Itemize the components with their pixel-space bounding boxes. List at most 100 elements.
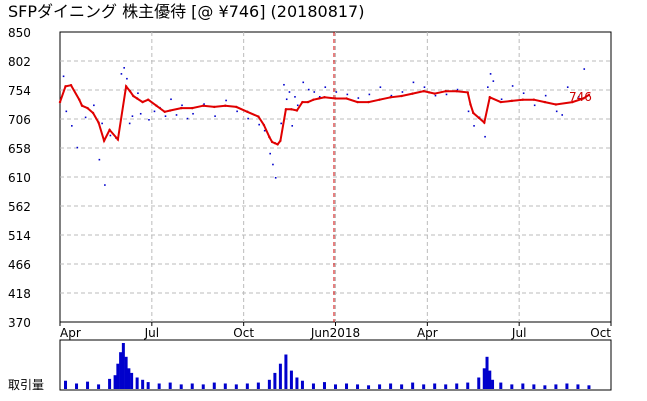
price-point bbox=[472, 111, 475, 115]
price-point bbox=[389, 96, 392, 99]
volume-bar bbox=[345, 383, 349, 389]
price-point bbox=[378, 98, 381, 101]
trade-dot bbox=[109, 134, 112, 137]
trade-dot bbox=[214, 115, 216, 117]
trade-dot bbox=[274, 177, 277, 179]
trade-dot bbox=[71, 125, 73, 127]
volume-bar bbox=[86, 381, 90, 389]
volume-bar bbox=[141, 379, 145, 389]
price-line bbox=[59, 84, 590, 146]
price-point bbox=[444, 90, 447, 93]
y-tick-label: 754 bbox=[8, 84, 31, 98]
volume-bar bbox=[121, 343, 125, 389]
volume-panel-frame bbox=[59, 339, 612, 391]
trade-dot bbox=[98, 158, 101, 161]
trade-dot bbox=[120, 73, 123, 75]
trade-dot bbox=[561, 114, 564, 116]
y-tick-label: 418 bbox=[8, 287, 31, 301]
trade-dot bbox=[263, 129, 266, 132]
trade-dot bbox=[500, 98, 503, 101]
price-point bbox=[191, 106, 194, 110]
volume-bar bbox=[466, 382, 470, 389]
volume-bar bbox=[201, 384, 205, 389]
volume-bar bbox=[256, 382, 260, 389]
x-tick-label: Jul bbox=[144, 326, 159, 340]
trade-dot bbox=[302, 81, 305, 84]
volume-bar bbox=[212, 382, 216, 389]
price-point bbox=[246, 110, 249, 113]
price-point bbox=[64, 85, 67, 88]
trade-dot bbox=[291, 125, 294, 127]
price-point bbox=[345, 97, 348, 100]
volume-bar bbox=[565, 383, 569, 389]
price-point bbox=[334, 97, 337, 100]
price-point bbox=[433, 92, 436, 95]
x-axis-ticks: Apr Jul Oct Jun2018 Apr Jul Oct bbox=[59, 322, 612, 340]
trade-dot bbox=[346, 93, 349, 96]
price-point bbox=[323, 96, 326, 99]
volume-bar bbox=[113, 375, 117, 389]
volume-bar bbox=[411, 382, 415, 389]
volume-bar bbox=[587, 385, 591, 389]
price-point bbox=[270, 140, 274, 144]
price-point bbox=[124, 85, 128, 88]
volume-bar bbox=[135, 377, 139, 389]
price-point bbox=[290, 108, 293, 111]
volume-bar bbox=[127, 368, 131, 389]
y-axis-ticks: 850 802 754 706 658 610 562 514 466 418 370 bbox=[8, 26, 31, 330]
trade-dot bbox=[401, 91, 404, 93]
price-point bbox=[80, 104, 84, 107]
trade-dot bbox=[511, 85, 514, 87]
volume-bar bbox=[422, 384, 426, 389]
price-point bbox=[273, 141, 277, 145]
price-point bbox=[169, 109, 172, 112]
trade-dot bbox=[84, 116, 87, 119]
price-point bbox=[97, 121, 100, 124]
price-series bbox=[58, 83, 591, 146]
trade-dot bbox=[390, 94, 393, 97]
trade-dot bbox=[313, 91, 316, 93]
volume-bar bbox=[389, 383, 393, 389]
price-point bbox=[284, 108, 288, 111]
trade-dot bbox=[131, 115, 134, 117]
volume-bar bbox=[116, 363, 120, 389]
trade-dot bbox=[335, 91, 338, 93]
price-point bbox=[469, 103, 472, 106]
y-tick-label: 370 bbox=[8, 316, 31, 330]
trade-dot bbox=[258, 123, 260, 126]
trade-dot bbox=[148, 119, 150, 121]
y-tick-label: 466 bbox=[8, 258, 31, 272]
volume-bar bbox=[378, 384, 382, 389]
volume-bars bbox=[64, 343, 591, 389]
y-tick-label: 610 bbox=[8, 171, 31, 185]
volume-bar bbox=[554, 384, 558, 389]
price-point bbox=[128, 90, 132, 93]
trade-dot bbox=[456, 88, 459, 91]
x-tick-label: Oct bbox=[233, 326, 254, 340]
trade-dot bbox=[583, 68, 586, 70]
price-point bbox=[477, 116, 480, 119]
price-point bbox=[532, 98, 536, 101]
trade-dot bbox=[269, 152, 271, 155]
trade-dot bbox=[484, 135, 486, 138]
trade-dot bbox=[203, 103, 205, 105]
trade-dot bbox=[175, 114, 178, 116]
price-point bbox=[202, 104, 205, 107]
y-tick-label: 562 bbox=[8, 200, 31, 214]
volume-bar bbox=[75, 383, 79, 389]
trade-dot bbox=[544, 94, 547, 97]
trade-dot bbox=[467, 110, 470, 113]
price-point bbox=[135, 97, 139, 100]
price-point bbox=[58, 100, 62, 104]
volume-bar bbox=[295, 377, 299, 389]
price-point bbox=[510, 99, 514, 103]
trade-dot bbox=[280, 122, 282, 125]
volume-bar bbox=[284, 354, 288, 389]
volume-bar bbox=[108, 378, 112, 389]
trade-dot bbox=[126, 77, 128, 80]
volume-bar bbox=[334, 384, 337, 389]
last-price-label: 746 bbox=[569, 90, 592, 104]
volume-bar bbox=[485, 356, 489, 389]
price-point bbox=[455, 90, 458, 93]
trade-dot bbox=[137, 92, 139, 95]
